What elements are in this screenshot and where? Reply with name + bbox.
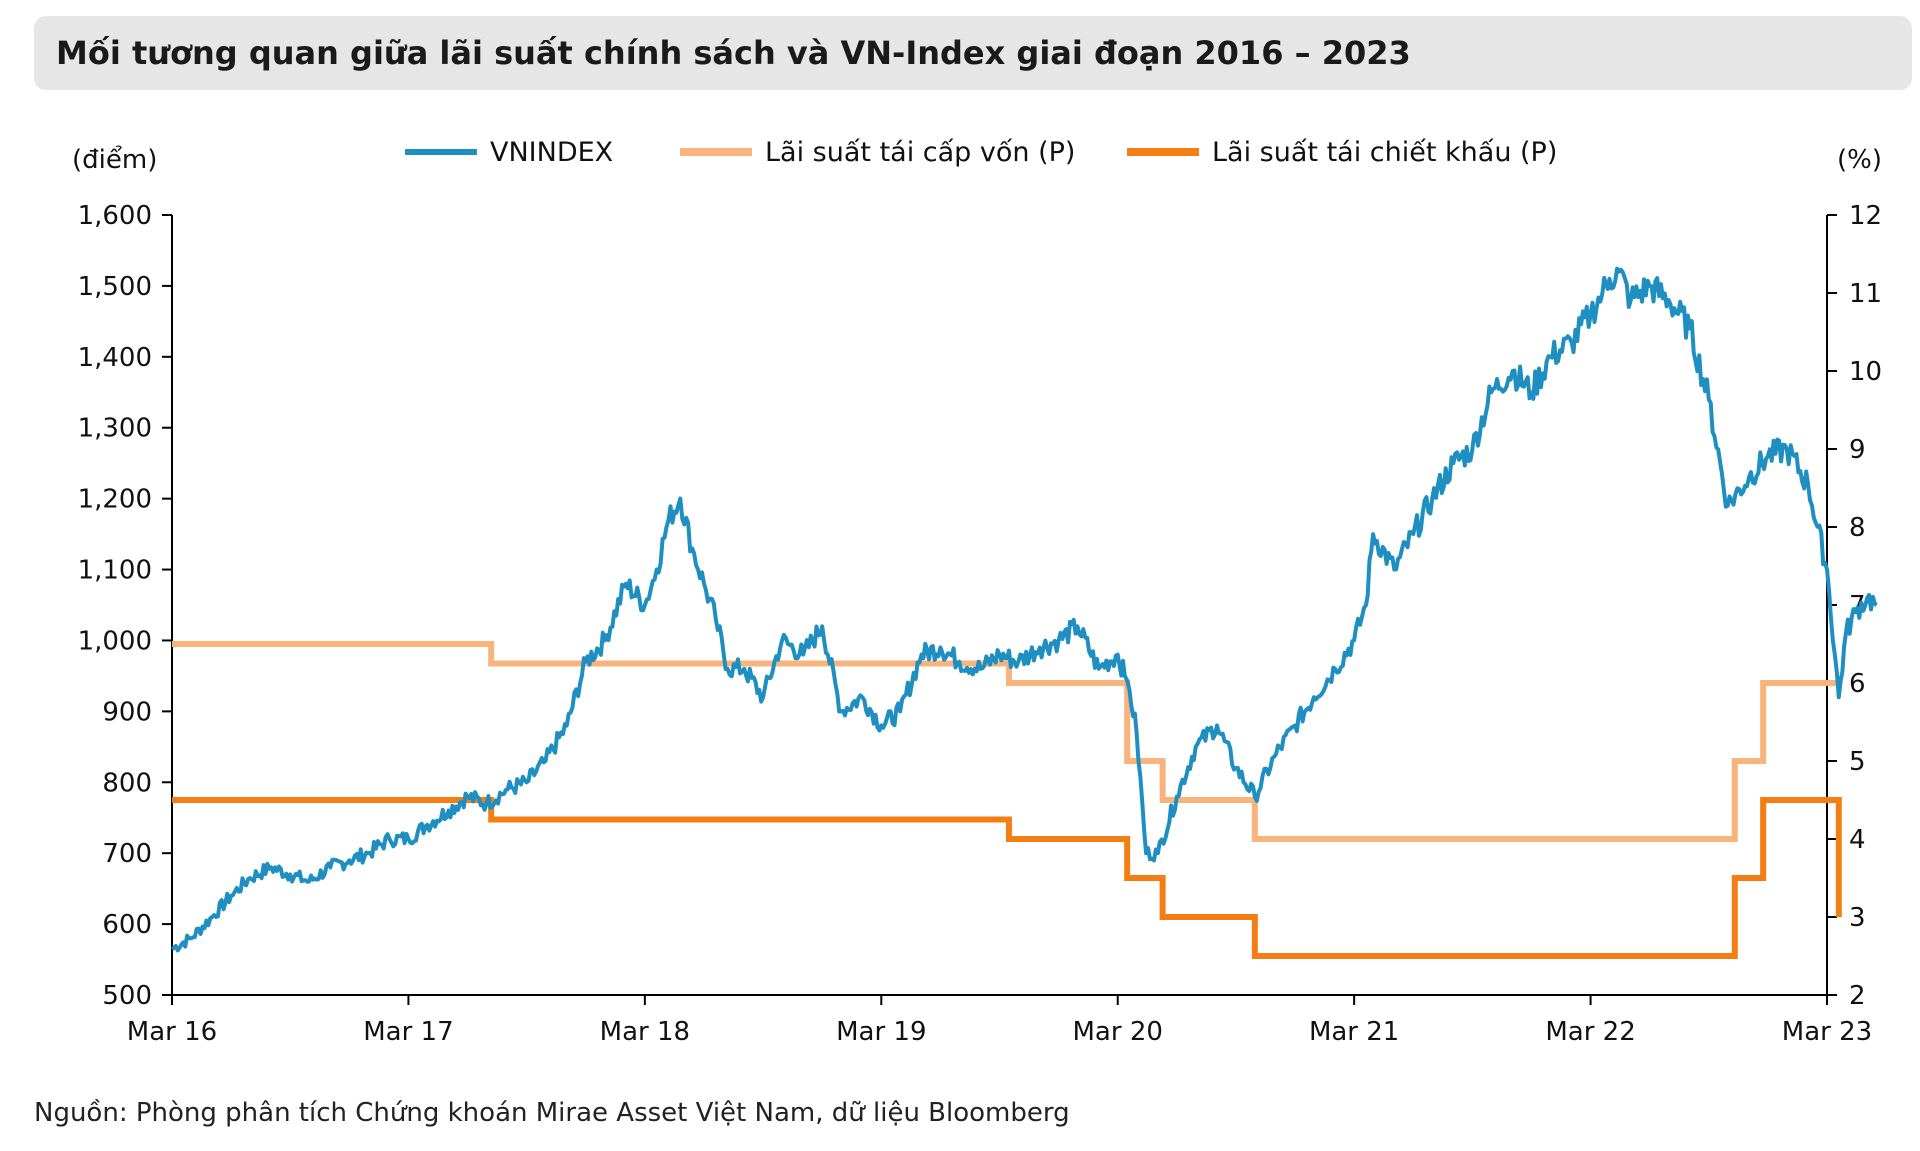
legend-discount-label: Lãi suất tái chiết khấu (P) [1212, 137, 1557, 168]
refinancing-rate-line [172, 641, 1839, 842]
y-right-tick-label: 8 [1849, 513, 1866, 543]
y-left-tick-label: 1,200 [78, 485, 152, 515]
x-tick-label: Mar 18 [600, 1017, 690, 1047]
chart-legend: VNINDEX Lãi suất tái cấp vốn (P) Lãi suất … [405, 137, 1557, 168]
y-right-tick-label: 11 [1849, 279, 1882, 309]
chart-svg: 500 600 700 800 900 1,000 1,100 1,200 1,300 1,400… [72, 137, 1882, 1047]
y-left-tick-label: 1,500 [78, 272, 152, 302]
y-left-tick-label: 1,300 [78, 414, 152, 444]
discount-rate-line [172, 797, 1842, 959]
chart-lines [171, 266, 1878, 959]
y-left-tick-label: 600 [102, 910, 152, 940]
x-tick-label: Mar 19 [836, 1017, 926, 1047]
chart-title: Mối tương quan giữa lãi suất chính sách … [56, 34, 1411, 72]
y-right-tick-label: 12 [1849, 201, 1882, 231]
y-right-tick-label: 10 [1849, 357, 1882, 387]
y-right-tick-label: 4 [1849, 825, 1866, 855]
x-tick-label: Mar 17 [363, 1017, 453, 1047]
right-axis-unit: (%) [1837, 145, 1882, 175]
x-tick-label: Mar 21 [1309, 1017, 1399, 1047]
y-left-tick-label: 900 [102, 697, 152, 727]
y-left-tick-label: 1,100 [78, 556, 152, 586]
y-right-tick-label: 9 [1849, 435, 1866, 465]
left-axis-unit: (điểm) [72, 144, 157, 175]
source-note: Nguồn: Phòng phân tích Chứng khoán Mirae… [34, 1098, 1070, 1128]
legend-vnindex-label: VNINDEX [490, 137, 613, 168]
vnindex-line [171, 266, 1878, 953]
y-right-tick-label: 5 [1849, 747, 1866, 777]
y-left-tick-label: 1,400 [78, 343, 152, 373]
y-right-tick-label: 3 [1849, 903, 1866, 933]
y-left-tick-label: 700 [102, 839, 152, 869]
legend-refinancing-label: Lãi suất tái cấp vốn (P) [765, 137, 1075, 168]
y-right-tick-label: 6 [1849, 669, 1866, 699]
chart-axes: 500 600 700 800 900 1,000 1,100 1,200 1,300 1,400… [72, 144, 1882, 1047]
title-bar: Mối tương quan giữa lãi suất chính sách … [34, 16, 1912, 90]
y-left-tick-label: 500 [102, 981, 152, 1011]
y-right-tick-label: 2 [1849, 981, 1866, 1011]
y-left-tick-label: 1,600 [78, 201, 152, 231]
x-tick-label: Mar 22 [1545, 1017, 1635, 1047]
x-tick-label: Mar 16 [127, 1017, 217, 1047]
x-tick-label: Mar 23 [1782, 1017, 1872, 1047]
y-left-tick-label: 800 [102, 768, 152, 798]
x-tick-label: Mar 20 [1073, 1017, 1163, 1047]
y-left-tick-label: 1,000 [78, 626, 152, 656]
